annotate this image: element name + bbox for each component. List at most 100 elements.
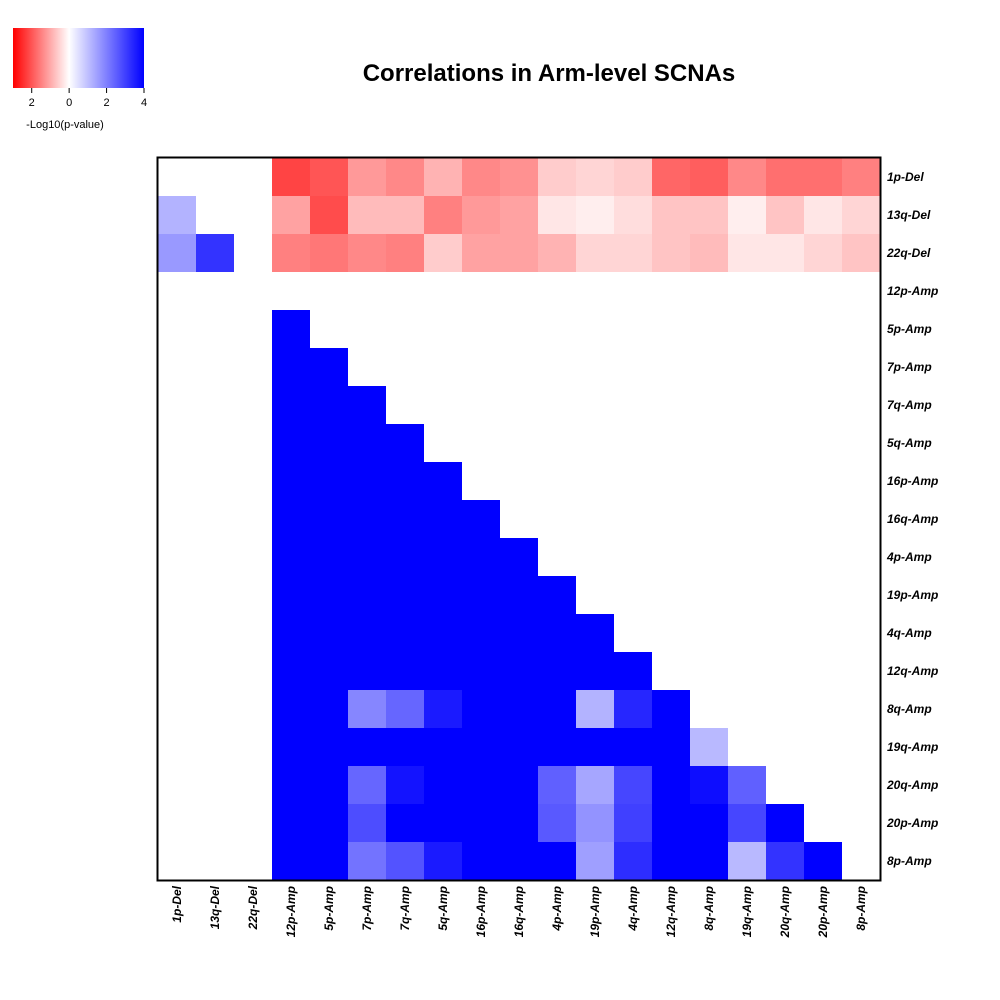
heatmap-cell-5q-Amp-19p-Amp [576,424,615,463]
row-label: 20q-Amp [886,778,938,792]
heatmap-cell-12p-Amp-19p-Amp [576,272,615,311]
legend-tick-label: 4 [141,97,147,109]
heatmap-cell-5q-Amp-4q-Amp [614,424,653,463]
heatmap-cell-19q-Amp-16q-Amp [500,728,539,767]
heatmap-cell-16p-Amp-20p-Amp [804,462,843,501]
heatmap-cell-8p-Amp-19p-Amp [576,842,615,881]
heatmap-cell-8p-Amp-20q-Amp [766,842,805,881]
heatmap-cell-12p-Amp-7q-Amp [386,272,425,311]
heatmap-cell-13q-Del-7q-Amp [386,196,425,235]
heatmap-cell-13q-Del-12q-Amp [652,196,691,235]
heatmap-cell-5p-Amp-12q-Amp [652,310,691,349]
heatmap-cell-5p-Amp-8p-Amp [842,310,881,349]
heatmap-cell-20q-Amp-5p-Amp [310,766,349,805]
heatmap-cell-20p-Amp-12q-Amp [652,804,691,843]
heatmap-cell-8p-Amp-7p-Amp [348,842,387,881]
heatmap-cell-8p-Amp-8q-Amp [690,842,729,881]
heatmap-cell-12p-Amp-19q-Amp [728,272,767,311]
heatmap-cell-8p-Amp-12q-Amp [652,842,691,881]
heatmap-cell-12q-Amp-5q-Amp [424,652,463,691]
heatmap-cell-20p-Amp-12p-Amp [272,804,311,843]
heatmap-cell-19q-Amp-19q-Amp [728,728,767,767]
heatmap-cell-4p-Amp-13q-Del [196,538,235,577]
heatmap-cell-12p-Amp-12q-Amp [652,272,691,311]
heatmap-cell-7p-Amp-16p-Amp [462,348,501,387]
heatmap-cell-16q-Amp-13q-Del [196,500,235,539]
heatmap-cell-4q-Amp-19p-Amp [576,614,615,653]
heatmap-cell-20q-Amp-4p-Amp [538,766,577,805]
column-labels: 1p-Del 13q-Del 22q-Del 12p-Amp 5p-Amp 7p-Amp 7… [170,885,868,938]
heatmap-cell-13q-Del-8q-Amp [690,196,729,235]
heatmap-cell-12q-Amp-12p-Amp [272,652,311,691]
heatmap-cell-16p-Amp-7p-Amp [348,462,387,501]
heatmap-cell-20q-Amp-20p-Amp [804,766,843,805]
heatmap-cell-8q-Amp-20p-Amp [804,690,843,729]
heatmap-cell-7p-Amp-16q-Amp [500,348,539,387]
heatmap-cell-16p-Amp-12q-Amp [652,462,691,501]
heatmap-cell-16p-Amp-20q-Amp [766,462,805,501]
heatmap-cell-22q-Del-19p-Amp [576,234,615,273]
heatmap-cell-1p-Del-22q-Del [234,158,273,197]
heatmap-cell-5q-Amp-20p-Amp [804,424,843,463]
heatmap-cell-20q-Amp-12q-Amp [652,766,691,805]
row-label: 4q-Amp [886,626,932,640]
heatmap-cell-19q-Amp-5p-Amp [310,728,349,767]
heatmap-cell-12p-Amp-22q-Del [234,272,273,311]
heatmap-cell-12p-Amp-20q-Amp [766,272,805,311]
heatmap-cell-8q-Amp-22q-Del [234,690,273,729]
heatmap-cell-8q-Amp-8q-Amp [690,690,729,729]
heatmap-cell-19p-Amp-5q-Amp [424,576,463,615]
heatmap-cell-7p-Amp-4q-Amp [614,348,653,387]
heatmap-cell-4p-Amp-12q-Amp [652,538,691,577]
heatmap-cell-22q-Del-4q-Amp [614,234,653,273]
heatmap-cell-8p-Amp-4q-Amp [614,842,653,881]
heatmap-cell-16p-Amp-4p-Amp [538,462,577,501]
heatmap-cell-4q-Amp-7p-Amp [348,614,387,653]
heatmap-cell-19q-Amp-4p-Amp [538,728,577,767]
heatmap-cell-1p-Del-5q-Amp [424,158,463,197]
heatmap-cell-4p-Amp-8q-Amp [690,538,729,577]
heatmap-cell-12p-Amp-4p-Amp [538,272,577,311]
heatmap-cell-12q-Amp-20q-Amp [766,652,805,691]
heatmap-cell-4q-Amp-8p-Amp [842,614,881,653]
row-label: 13q-Del [887,208,931,222]
heatmap-cell-12p-Amp-8p-Amp [842,272,881,311]
heatmap-cell-8q-Amp-12p-Amp [272,690,311,729]
heatmap-cell-5p-Amp-5p-Amp [310,310,349,349]
heatmap-cell-5q-Amp-4p-Amp [538,424,577,463]
heatmap-cell-8p-Amp-16q-Amp [500,842,539,881]
heatmap-cell-16q-Amp-20q-Amp [766,500,805,539]
heatmap-cell-20q-Amp-12p-Amp [272,766,311,805]
heatmap-cell-1p-Del-19q-Amp [728,158,767,197]
heatmap-cell-8q-Amp-19p-Amp [576,690,615,729]
heatmap-cell-16p-Amp-7q-Amp [386,462,425,501]
heatmap-cell-8p-Amp-12p-Amp [272,842,311,881]
heatmap-cell-1p-Del-4p-Amp [538,158,577,197]
heatmap-cell-16p-Amp-4q-Amp [614,462,653,501]
heatmap-cell-8q-Amp-7q-Amp [386,690,425,729]
row-label: 12q-Amp [887,664,938,678]
heatmap-cell-12q-Amp-19q-Amp [728,652,767,691]
heatmap-cell-4p-Amp-4p-Amp [538,538,577,577]
heatmap-cell-12p-Amp-4q-Amp [614,272,653,311]
heatmap-cell-5q-Amp-8p-Amp [842,424,881,463]
heatmap-cell-19q-Amp-7q-Amp [386,728,425,767]
heatmap-cell-7q-Amp-5p-Amp [310,386,349,425]
heatmap-cell-16p-Amp-16q-Amp [500,462,539,501]
heatmap-cell-4q-Amp-20p-Amp [804,614,843,653]
heatmap-cell-20q-Amp-22q-Del [234,766,273,805]
heatmap-cell-20q-Amp-20q-Amp [766,766,805,805]
heatmap-cell-19q-Amp-5q-Amp [424,728,463,767]
heatmap-cell-1p-Del-1p-Del [158,158,197,197]
row-label: 4p-Amp [886,550,932,564]
heatmap-cell-20p-Amp-1p-Del [158,804,197,843]
heatmap-cell-19q-Amp-4q-Amp [614,728,653,767]
heatmap-cell-4p-Amp-7q-Amp [386,538,425,577]
heatmap-cell-5p-Amp-1p-Del [158,310,197,349]
heatmap-cell-8q-Amp-5p-Amp [310,690,349,729]
heatmap-cell-22q-Del-4p-Amp [538,234,577,273]
heatmap-cell-8p-Amp-13q-Del [196,842,235,881]
heatmap-cell-1p-Del-12p-Amp [272,158,311,197]
heatmap-cell-4p-Amp-7p-Amp [348,538,387,577]
heatmap-cell-7p-Amp-5q-Amp [424,348,463,387]
